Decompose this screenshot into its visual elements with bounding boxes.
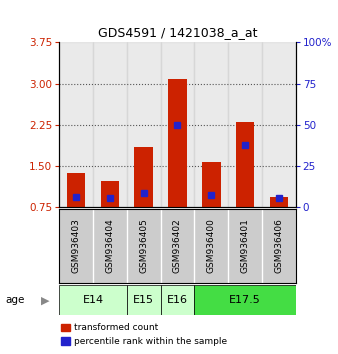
Text: E14: E14 bbox=[82, 295, 103, 305]
Text: E15: E15 bbox=[133, 295, 154, 305]
Bar bbox=[168, 79, 187, 207]
Text: GSM936406: GSM936406 bbox=[274, 218, 283, 274]
Bar bbox=[194, 42, 228, 207]
Bar bbox=[127, 285, 161, 315]
Text: GSM936400: GSM936400 bbox=[207, 218, 216, 274]
Text: GSM936404: GSM936404 bbox=[105, 219, 114, 273]
Bar bbox=[269, 197, 288, 207]
Title: GDS4591 / 1421038_a_at: GDS4591 / 1421038_a_at bbox=[98, 25, 257, 39]
Text: E17.5: E17.5 bbox=[229, 295, 261, 305]
Bar bbox=[161, 42, 194, 207]
Text: age: age bbox=[5, 295, 24, 305]
Text: GSM936402: GSM936402 bbox=[173, 219, 182, 273]
Text: E16: E16 bbox=[167, 295, 188, 305]
Bar bbox=[161, 285, 194, 315]
Bar bbox=[202, 161, 220, 207]
Text: GSM936405: GSM936405 bbox=[139, 218, 148, 274]
Bar bbox=[67, 172, 85, 207]
Bar bbox=[194, 285, 296, 315]
Text: ▶: ▶ bbox=[41, 295, 49, 305]
Bar bbox=[101, 181, 119, 207]
Text: GSM936401: GSM936401 bbox=[241, 218, 249, 274]
Bar bbox=[59, 285, 127, 315]
Bar bbox=[262, 42, 296, 207]
Text: GSM936403: GSM936403 bbox=[72, 218, 80, 274]
Bar bbox=[59, 42, 93, 207]
Bar bbox=[228, 42, 262, 207]
Bar bbox=[93, 42, 127, 207]
Legend: transformed count, percentile rank within the sample: transformed count, percentile rank withi… bbox=[57, 320, 231, 349]
Bar bbox=[127, 42, 161, 207]
Bar bbox=[236, 122, 254, 207]
Bar bbox=[134, 147, 153, 207]
